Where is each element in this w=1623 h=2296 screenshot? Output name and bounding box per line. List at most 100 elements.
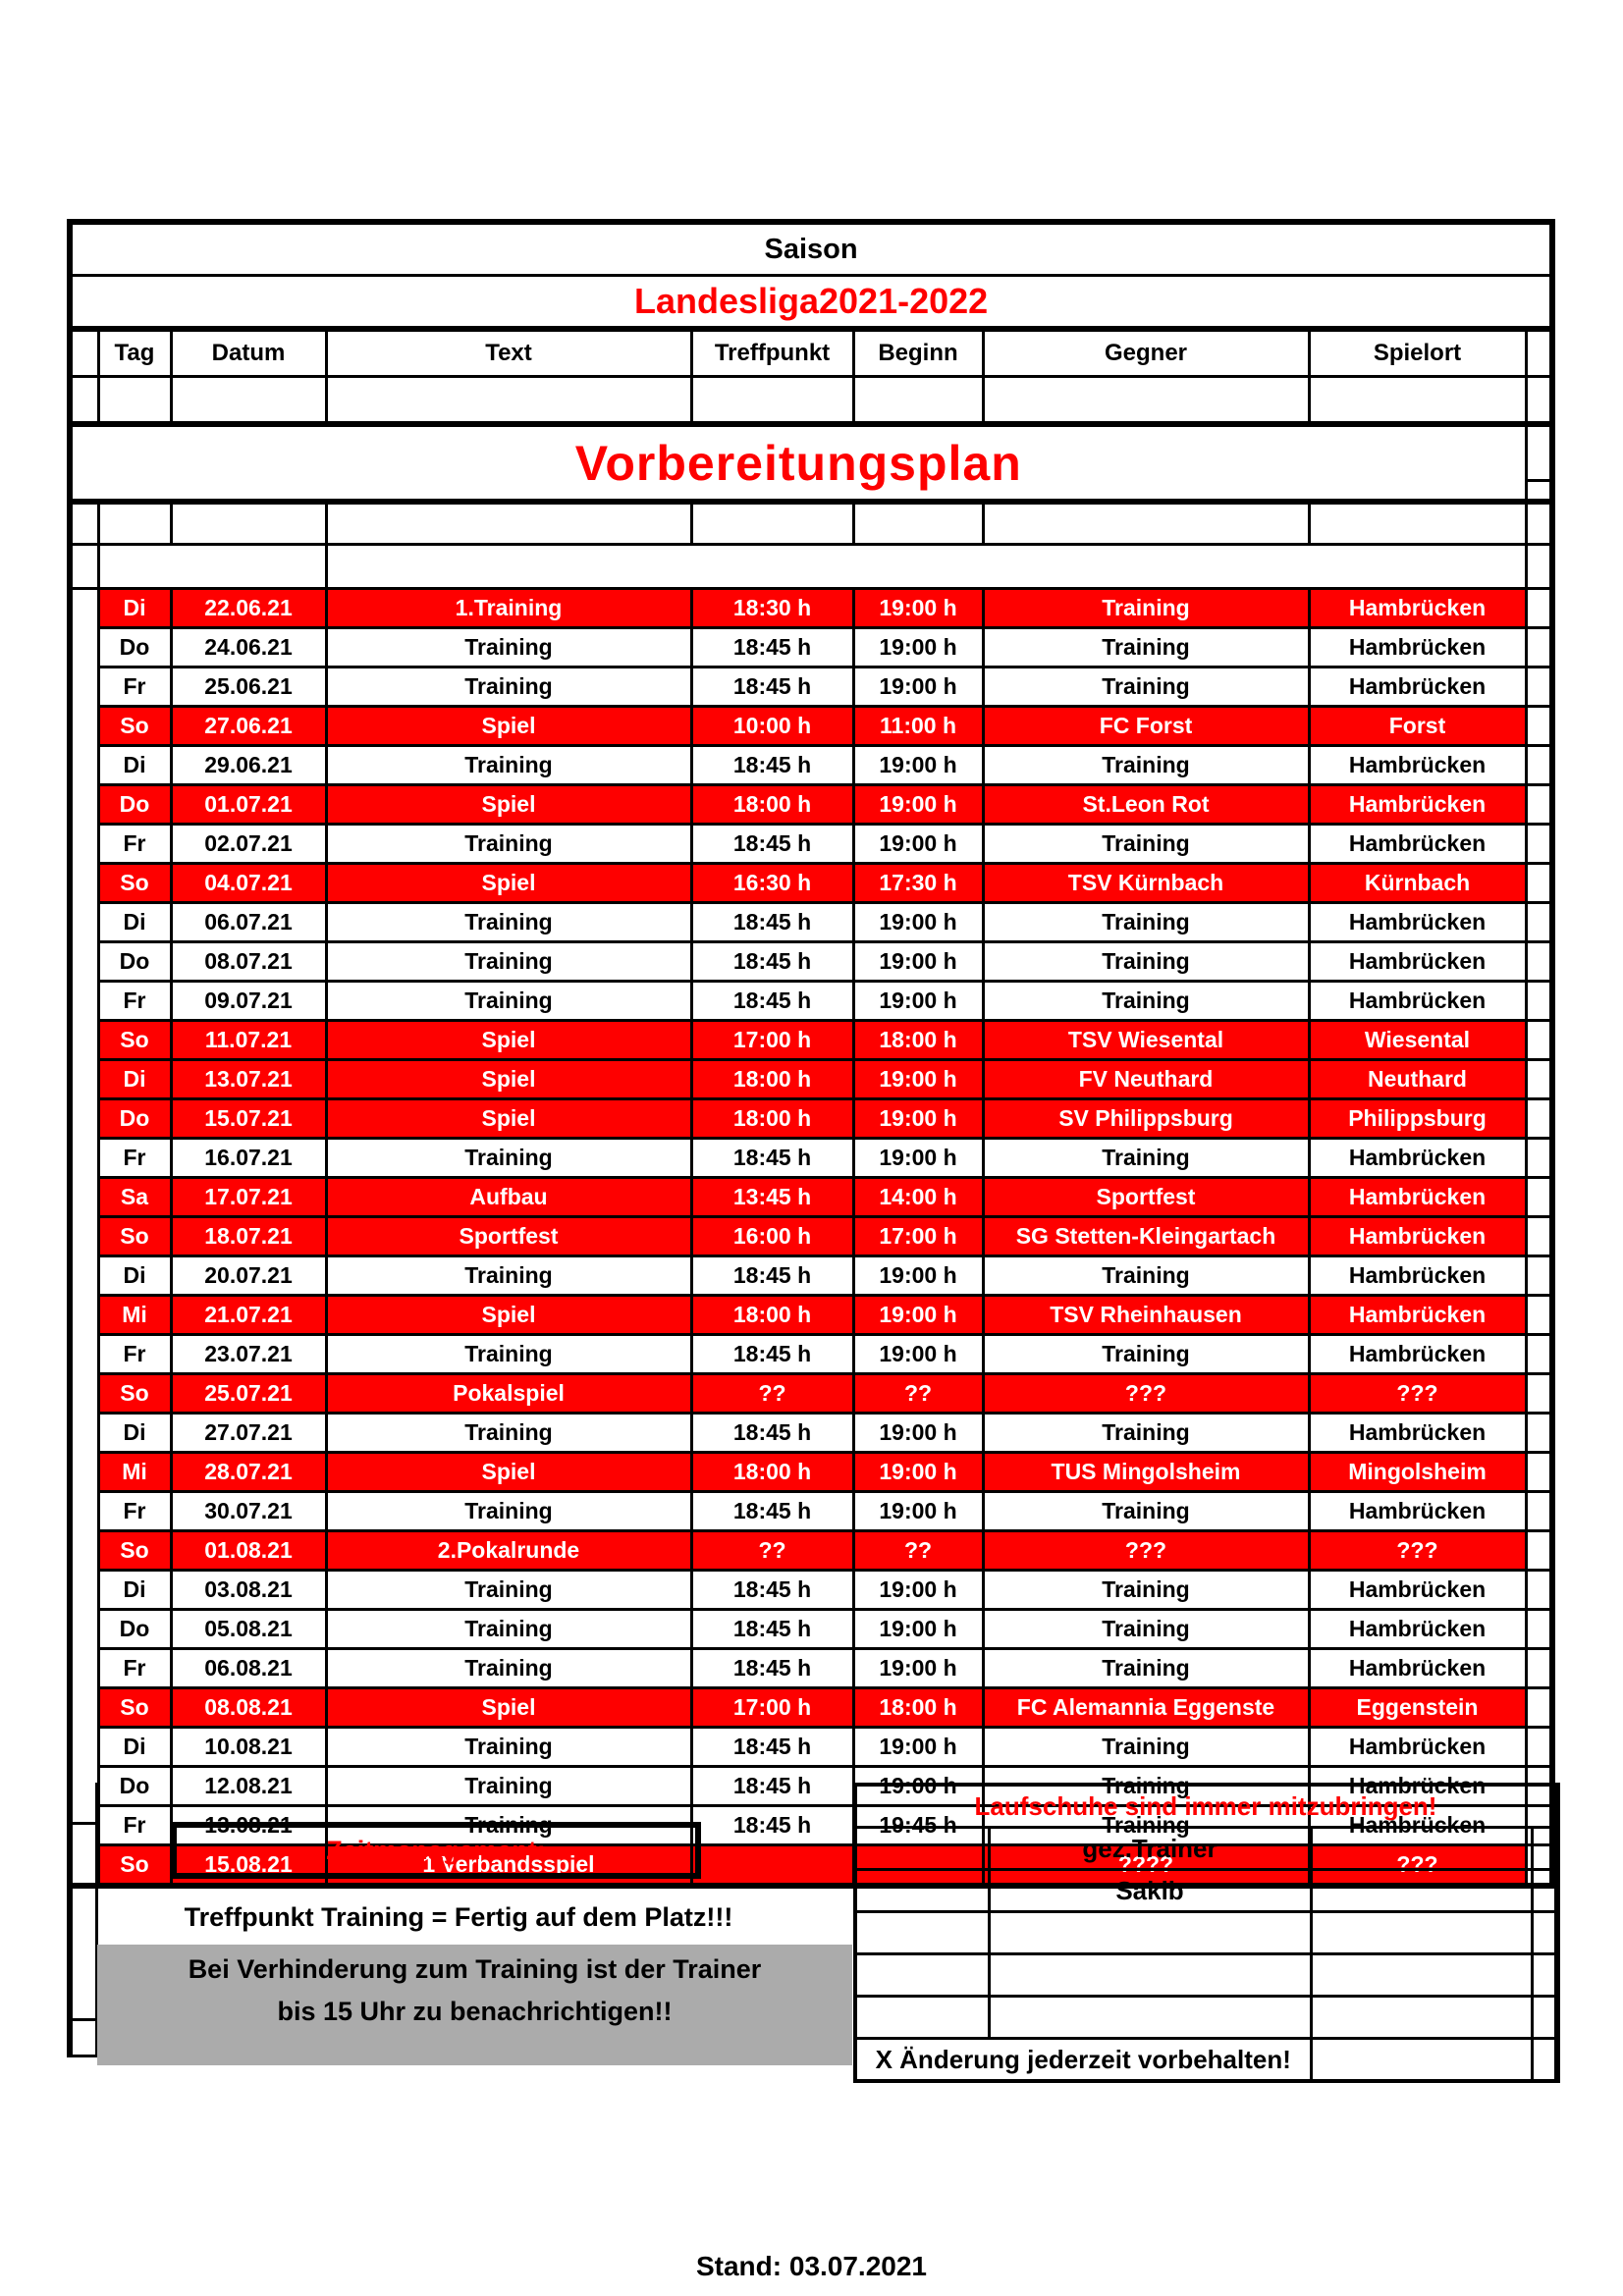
cell-tag: Do: [96, 626, 173, 668]
cell-tag: So: [96, 705, 173, 747]
cell-tag: Mi: [96, 1294, 173, 1336]
cell-spielort: ???: [1307, 1529, 1528, 1572]
header-right-gutter: [1524, 327, 1554, 378]
cell-text: Spiel: [324, 1686, 693, 1729]
col-header-spielort: Spielort: [1307, 327, 1528, 378]
cell-spielort: Hambrücken: [1307, 1647, 1528, 1689]
row-left-gutter: [68, 1059, 100, 1099]
cell-gegner: Training: [981, 823, 1311, 865]
cell-spielort: Hambrücken: [1307, 1490, 1528, 1532]
cell-tag: Sa: [96, 1176, 173, 1218]
cell-tag: So: [96, 862, 173, 904]
cell-beginn: 19:00 h: [851, 1097, 985, 1140]
cell-text: Spiel: [324, 862, 693, 904]
cell-text: Training: [324, 901, 693, 943]
signature-row: Sakib: [853, 1868, 1559, 1913]
cell-treffpunkt: 18:45 h: [689, 980, 855, 1022]
cell-datum: 25.07.21: [169, 1372, 328, 1415]
schedule-row: Do 05.08.21 Training 18:45 h 19:00 h Tra…: [68, 1608, 1554, 1650]
schedule-row: So 08.08.21 Spiel 17:00 h 18:00 h FC Ale…: [68, 1686, 1554, 1729]
cell-tag: So: [96, 1372, 173, 1415]
cell-beginn: 19:00 h: [851, 587, 985, 629]
cell-spielort: Hambrücken: [1307, 940, 1528, 983]
cell-gegner: Training: [981, 744, 1311, 786]
row-right-gutter: [1524, 1490, 1554, 1532]
row-left-gutter: [68, 1452, 100, 1492]
cell-text: 1.Training: [324, 587, 693, 629]
cell-beginn: ??: [851, 1372, 985, 1415]
cell-gegner: Training: [981, 1412, 1311, 1454]
row-left-gutter: [68, 1648, 100, 1688]
verhinderung-line2: bis 15 Uhr zu benachrichtigen!!: [277, 1997, 673, 2026]
cell-treffpunkt: 13:45 h: [689, 1176, 855, 1218]
schedule-row: Di 27.07.21 Training 18:45 h 19:00 h Tra…: [68, 1412, 1554, 1454]
gez-trainer-cell: gez.Trainer: [987, 1826, 1313, 1871]
row-right-gutter: [1524, 1529, 1554, 1572]
row-left-gutter: [68, 1020, 100, 1060]
cell-datum: 01.08.21: [169, 1529, 328, 1572]
saison-title: Saison: [68, 220, 1554, 277]
cell-beginn: 19:00 h: [851, 901, 985, 943]
cell-spielort: Mingolsheim: [1307, 1451, 1528, 1493]
cell-text: Training: [324, 1412, 693, 1454]
row-left-gutter: [68, 1491, 100, 1531]
row-right-gutter: [1524, 1176, 1554, 1218]
cell-tag: Di: [96, 744, 173, 786]
trainer-name-cell: Sakib: [987, 1868, 1313, 1913]
cell-spielort: Hambrücken: [1307, 823, 1528, 865]
cell-tag: Fr: [96, 1647, 173, 1689]
cell-tag: Di: [96, 1255, 173, 1297]
cell-datum: 01.07.21: [169, 783, 328, 826]
cell-beginn: 18:00 h: [851, 1686, 985, 1729]
cell-gegner: FV Neuthard: [981, 1058, 1311, 1100]
row-right-gutter: [1524, 1019, 1554, 1061]
schedule-table: Saison Landesliga2021-2022 Tag Datum Tex…: [67, 219, 1556, 1889]
cell-beginn: 19:00 h: [851, 940, 985, 983]
cell-beginn: 19:00 h: [851, 1255, 985, 1297]
row-left-gutter: [68, 1609, 100, 1649]
cell-text: Training: [324, 666, 693, 708]
empty-row: [68, 500, 1554, 546]
cell-tag: So: [96, 1019, 173, 1061]
cell-datum: 15.07.21: [169, 1097, 328, 1140]
cell-beginn: 19:00 h: [851, 783, 985, 826]
cell-spielort: Neuthard: [1307, 1058, 1528, 1100]
cell-gegner: Training: [981, 1608, 1311, 1650]
cell-beginn: 19:00 h: [851, 823, 985, 865]
banner-title: Vorbereitungsplan: [574, 435, 1022, 491]
row-right-gutter: [1524, 705, 1554, 747]
row-left-gutter: [68, 745, 100, 785]
schedule-row: Di 20.07.21 Training 18:45 h 19:00 h Tra…: [68, 1255, 1554, 1297]
cell-tag: So: [96, 1529, 173, 1572]
cell-gegner: Training: [981, 626, 1311, 668]
row-left-gutter: [68, 588, 100, 628]
zeitmanagement-box: Zeitmanagement:: [171, 1822, 701, 1879]
cell-spielort: Hambrücken: [1307, 1412, 1528, 1454]
cell-datum: 08.07.21: [169, 940, 328, 983]
cell-datum: 24.06.21: [169, 626, 328, 668]
schedule-row: Di 10.08.21 Training 18:45 h 19:00 h Tra…: [68, 1726, 1554, 1768]
row-right-gutter: [1524, 783, 1554, 826]
row-left-gutter: [68, 1687, 100, 1728]
cell-tag: Mi: [96, 1451, 173, 1493]
row-right-gutter: [1524, 1255, 1554, 1297]
col-header-text: Text: [324, 327, 693, 378]
cell-treffpunkt: 18:45 h: [689, 1137, 855, 1179]
cell-treffpunkt: 18:00 h: [689, 1097, 855, 1140]
cell-datum: 25.06.21: [169, 666, 328, 708]
cell-tag: Do: [96, 940, 173, 983]
cell-gegner: Training: [981, 980, 1311, 1022]
cell-spielort: Hambrücken: [1307, 1333, 1528, 1375]
row-left-gutter: [68, 981, 100, 1021]
cell-datum: 23.07.21: [169, 1333, 328, 1375]
schedule-row: Fr 06.08.21 Training 18:45 h 19:00 h Tra…: [68, 1647, 1554, 1689]
cell-text: Sportfest: [324, 1215, 693, 1257]
banner-row: Vorbereitungsplan: [68, 421, 1554, 505]
row-left-gutter: [68, 784, 100, 825]
cell-datum: 09.07.21: [169, 980, 328, 1022]
signature-row: [853, 1995, 1559, 2040]
schedule-row: Do 15.07.21 Spiel 18:00 h 19:00 h SV Phi…: [68, 1097, 1554, 1140]
row-right-gutter: [1524, 1058, 1554, 1100]
cell-gegner: FC Forst: [981, 705, 1311, 747]
cell-datum: 30.07.21: [169, 1490, 328, 1532]
